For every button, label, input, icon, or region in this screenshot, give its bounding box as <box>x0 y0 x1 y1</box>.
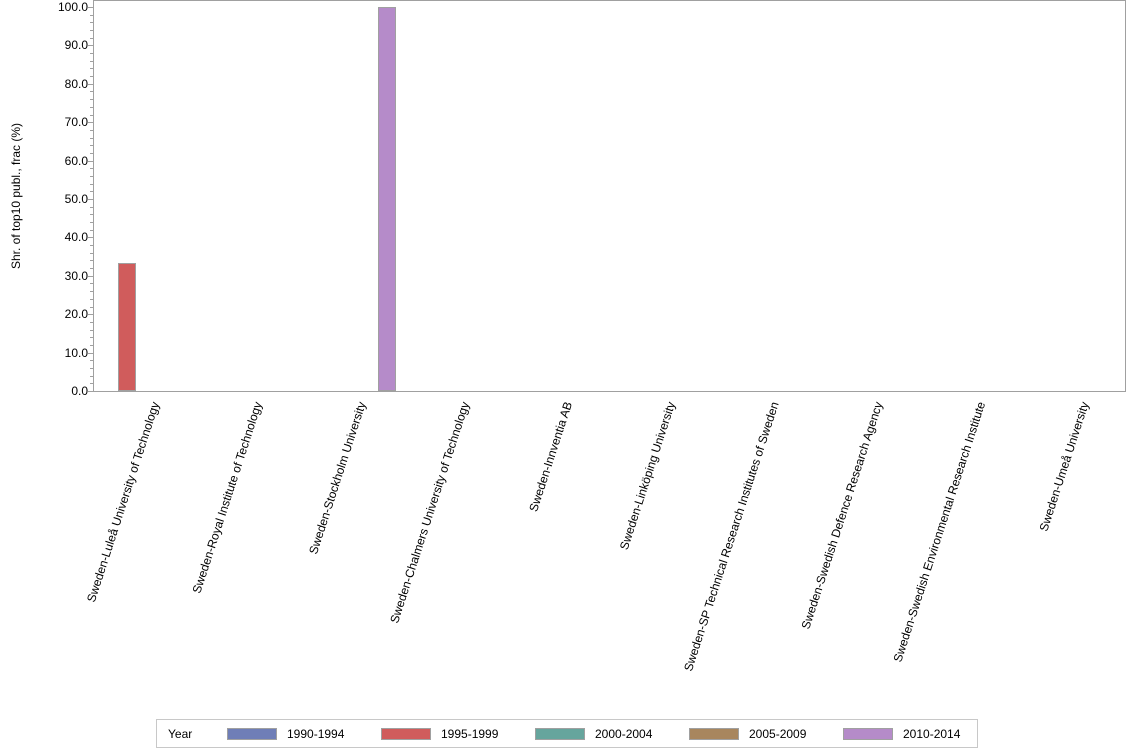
x-tick-label: Sweden-Innventia AB <box>526 400 575 513</box>
legend: Year 1990-1994 1995-1999 2000-2004 2005-200… <box>156 719 978 748</box>
legend-swatch <box>381 728 431 740</box>
x-tick-label: Sweden-Royal Institute of Technology <box>190 400 265 595</box>
plot-area <box>93 0 1126 392</box>
x-tick-label: Sweden-Swedish Defence Research Agency <box>798 400 885 631</box>
x-tick-label: Sweden-Stockholm University <box>306 400 369 556</box>
x-tick-label: Sweden-Swedish Environmental Research In… <box>891 400 989 664</box>
legend-label: 2010-2014 <box>903 727 960 741</box>
legend-label: 2000-2004 <box>595 727 652 741</box>
y-tick-label: 90.0 <box>65 38 88 52</box>
y-tick-label: 60.0 <box>65 154 88 168</box>
y-tick-label: 80.0 <box>65 77 88 91</box>
x-tick-label: Sweden-Linköping University <box>617 400 678 552</box>
legend-swatch <box>843 728 893 740</box>
y-tick-label: 70.0 <box>65 115 88 129</box>
legend-swatch <box>535 728 585 740</box>
legend-swatch <box>689 728 739 740</box>
y-tick-label: 100.0 <box>58 0 88 14</box>
y-tick-label: 50.0 <box>65 192 88 206</box>
y-tick-label: 0.0 <box>71 384 88 398</box>
legend-label: 2005-2009 <box>749 727 806 741</box>
bar[interactable] <box>118 263 136 391</box>
x-tick-label: Sweden-Luleå University of Technology <box>84 400 162 604</box>
x-tick-label: Sweden-SP Technical Research Institutes … <box>682 400 783 673</box>
bar[interactable] <box>378 7 396 391</box>
y-tick-label: 30.0 <box>65 269 88 283</box>
legend-label: 1990-1994 <box>287 727 344 741</box>
y-axis-label: Shr. of top10 publ., frac (%) <box>9 123 23 269</box>
legend-label: 1995-1999 <box>441 727 498 741</box>
y-tick-label: 20.0 <box>65 307 88 321</box>
x-tick-label: Sweden-Umeå University <box>1037 400 1092 533</box>
legend-swatch <box>227 728 277 740</box>
y-tick-label: 40.0 <box>65 230 88 244</box>
legend-title: Year <box>168 727 192 741</box>
y-tick-label: 10.0 <box>65 346 88 360</box>
x-tick-label: Sweden-Chalmers University of Technology <box>387 400 472 625</box>
